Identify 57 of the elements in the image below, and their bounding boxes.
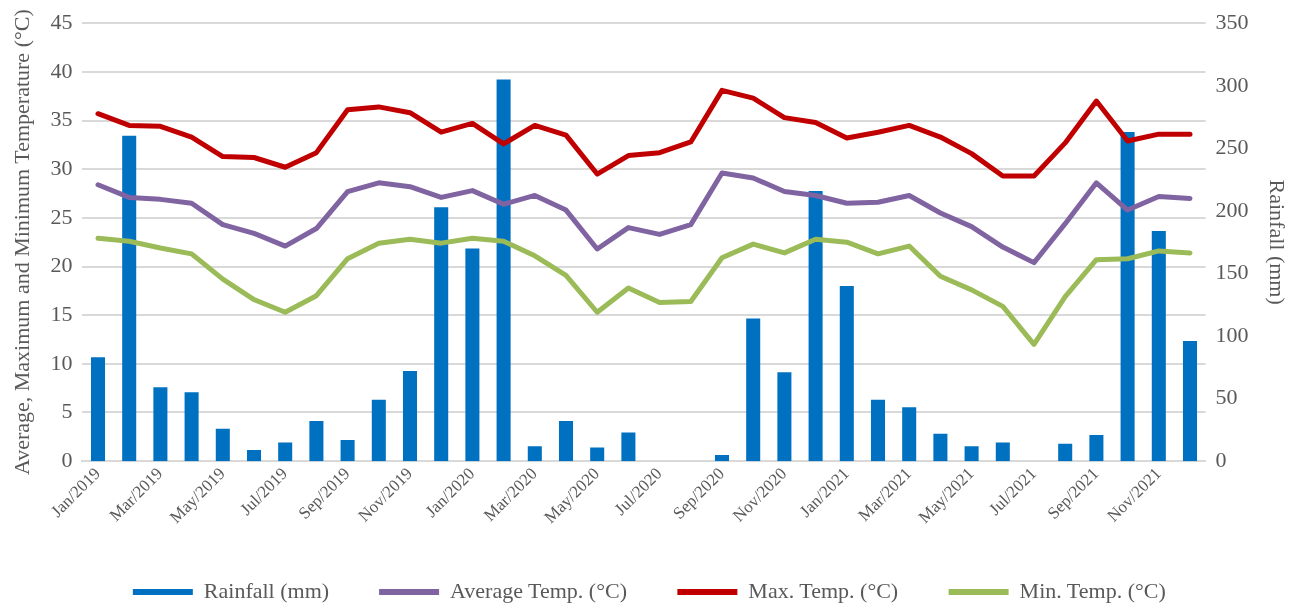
y-tick-label: 30	[50, 154, 73, 180]
y-tick-label: 15	[50, 300, 73, 326]
bar	[808, 190, 823, 462]
legend-label: Min. Temp. (°C)	[1019, 577, 1166, 603]
bar	[870, 399, 886, 462]
bar	[902, 407, 917, 462]
bar	[215, 428, 230, 462]
y-tick-label: 5	[61, 398, 73, 424]
legend-label: Average Temp. (°C)	[450, 577, 627, 603]
bar	[246, 449, 262, 462]
bar	[340, 439, 355, 462]
bar	[122, 135, 137, 462]
y2-tick-label: 250	[1215, 134, 1249, 160]
bar	[184, 392, 199, 462]
y2-tick-label: 350	[1215, 8, 1249, 34]
bar	[434, 207, 449, 462]
y2-tick-label: 300	[1215, 71, 1249, 97]
y2-tick-label: 0	[1215, 446, 1227, 472]
bar	[746, 318, 761, 462]
bar	[527, 446, 542, 462]
bar	[1151, 230, 1166, 462]
bar	[496, 79, 511, 462]
y-tick-label: 0	[61, 446, 73, 472]
bar	[839, 285, 854, 462]
bar	[90, 357, 106, 462]
y2-tick-label: 200	[1215, 196, 1249, 222]
bar	[465, 248, 480, 462]
bar	[153, 387, 168, 462]
bar	[995, 442, 1010, 462]
y2-tick-label: 50	[1215, 384, 1238, 410]
bar	[1058, 443, 1073, 462]
bar	[402, 371, 418, 462]
y2-tick-label: 100	[1215, 321, 1249, 347]
y-tick-label: 25	[50, 203, 73, 229]
bar	[714, 454, 730, 462]
y-tick-label: 10	[50, 349, 73, 375]
bar	[1182, 341, 1198, 462]
bar	[371, 399, 386, 462]
bar	[278, 442, 293, 462]
bar	[558, 421, 574, 462]
legend-label: Rainfall (mm)	[203, 577, 330, 603]
y-tick-label: 35	[50, 106, 73, 132]
bar	[1089, 434, 1104, 462]
y-tick-label: 40	[50, 57, 73, 83]
y-tick-label: 45	[50, 8, 73, 34]
bar	[309, 421, 324, 462]
bar	[777, 372, 792, 462]
bar	[933, 433, 948, 462]
legend-label: Max. Temp. (°C)	[748, 577, 899, 603]
bar	[621, 432, 636, 462]
y-axis-title: Average, Maximum and Minimum Temperature (°C)	[8, 9, 34, 476]
y2-axis-title: Rainfall (mm)	[1265, 179, 1291, 305]
y-tick-label: 20	[50, 252, 73, 278]
bar	[1120, 132, 1135, 462]
bar	[590, 447, 605, 462]
y2-tick-label: 150	[1215, 259, 1249, 285]
bar	[964, 446, 979, 462]
